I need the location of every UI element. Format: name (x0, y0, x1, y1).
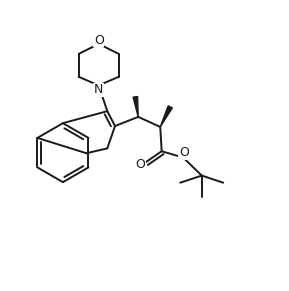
Text: O: O (94, 34, 104, 47)
Text: N: N (94, 84, 103, 97)
Text: O: O (135, 158, 145, 171)
Text: O: O (179, 146, 189, 159)
Polygon shape (160, 106, 172, 127)
Polygon shape (133, 97, 138, 117)
